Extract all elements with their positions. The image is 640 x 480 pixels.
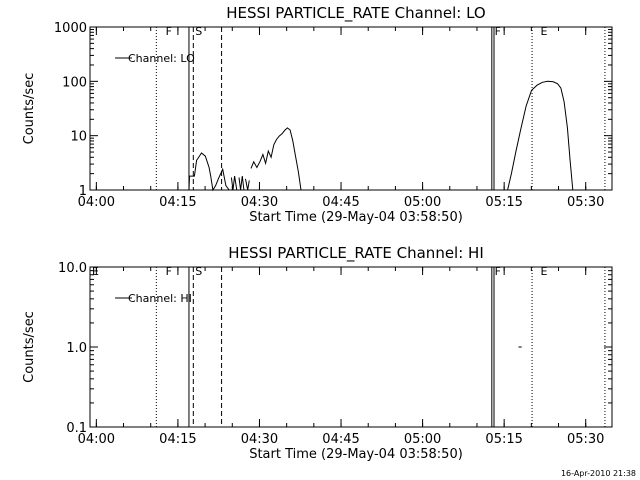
x-tick-label: 04:45 — [322, 432, 359, 447]
legend-label: Channel: HI — [128, 292, 192, 305]
plot-frame — [89, 266, 613, 428]
x-axis-label: Start Time (29-May-04 03:58:50) — [249, 210, 463, 225]
series-line — [178, 152, 230, 192]
x-tick-label: 05:30 — [567, 195, 604, 210]
flag-label: S — [195, 265, 202, 278]
series-line — [238, 176, 245, 191]
x-tick-label: 05:15 — [485, 195, 522, 210]
x-tick-label: 04:30 — [241, 432, 278, 447]
y-tick-label: 10.0 — [58, 261, 87, 276]
y-tick-label: 10 — [70, 130, 87, 145]
x-tick-label: 04:45 — [322, 195, 359, 210]
y-tick-label: 1.0 — [66, 341, 87, 356]
x-tick-label: 04:00 — [78, 195, 115, 210]
flag-label: E — [541, 265, 548, 278]
x-axis-label: Start Time (29-May-04 03:58:50) — [249, 447, 463, 462]
chart-panel-1: HESSI PARTICLE_RATE Channel: LO 04:00 04:1… — [22, 4, 613, 225]
chart-panel-2: HESSI PARTICLE_RATE Channel: HI 04:00 04:1… — [22, 244, 613, 462]
x-tick-label: 05:15 — [485, 432, 522, 447]
timestamp-label: 16-Apr-2010 21:38 — [561, 469, 636, 478]
flag-label: F — [495, 25, 501, 38]
flag-label: F — [166, 25, 172, 38]
series-line — [230, 176, 238, 191]
x-tick-label: 05:30 — [567, 432, 604, 447]
flag-label: F — [495, 265, 501, 278]
x-tick-label: 04:15 — [159, 432, 196, 447]
flag-label: F — [166, 265, 172, 278]
legend-label: Channel: LO — [128, 52, 195, 65]
flag-label: E — [541, 25, 548, 38]
x-tick-label: 04:00 — [78, 432, 115, 447]
flag-label: S — [195, 25, 202, 38]
y-tick-label: 100 — [62, 75, 87, 90]
y-tick-label: 1000 — [54, 21, 87, 36]
series-line — [250, 127, 302, 191]
x-tick-label: 04:15 — [159, 195, 196, 210]
x-tick-label: 05:00 — [404, 195, 441, 210]
plot-frame — [89, 26, 613, 191]
y-tick-label: 0.1 — [66, 421, 87, 436]
series-line — [245, 178, 250, 191]
chart-title: HESSI PARTICLE_RATE Channel: HI — [228, 244, 484, 263]
y-tick-label: 1 — [79, 184, 87, 199]
x-tick-label: 05:00 — [404, 432, 441, 447]
chart-title: HESSI PARTICLE_RATE Channel: LO — [226, 4, 485, 23]
y-axis-label: Counts/sec — [22, 73, 37, 145]
y-axis-label: Counts/sec — [22, 311, 37, 383]
flag-label: E — [92, 265, 99, 278]
series-line — [507, 80, 574, 191]
x-tick-label: 04:30 — [241, 195, 278, 210]
